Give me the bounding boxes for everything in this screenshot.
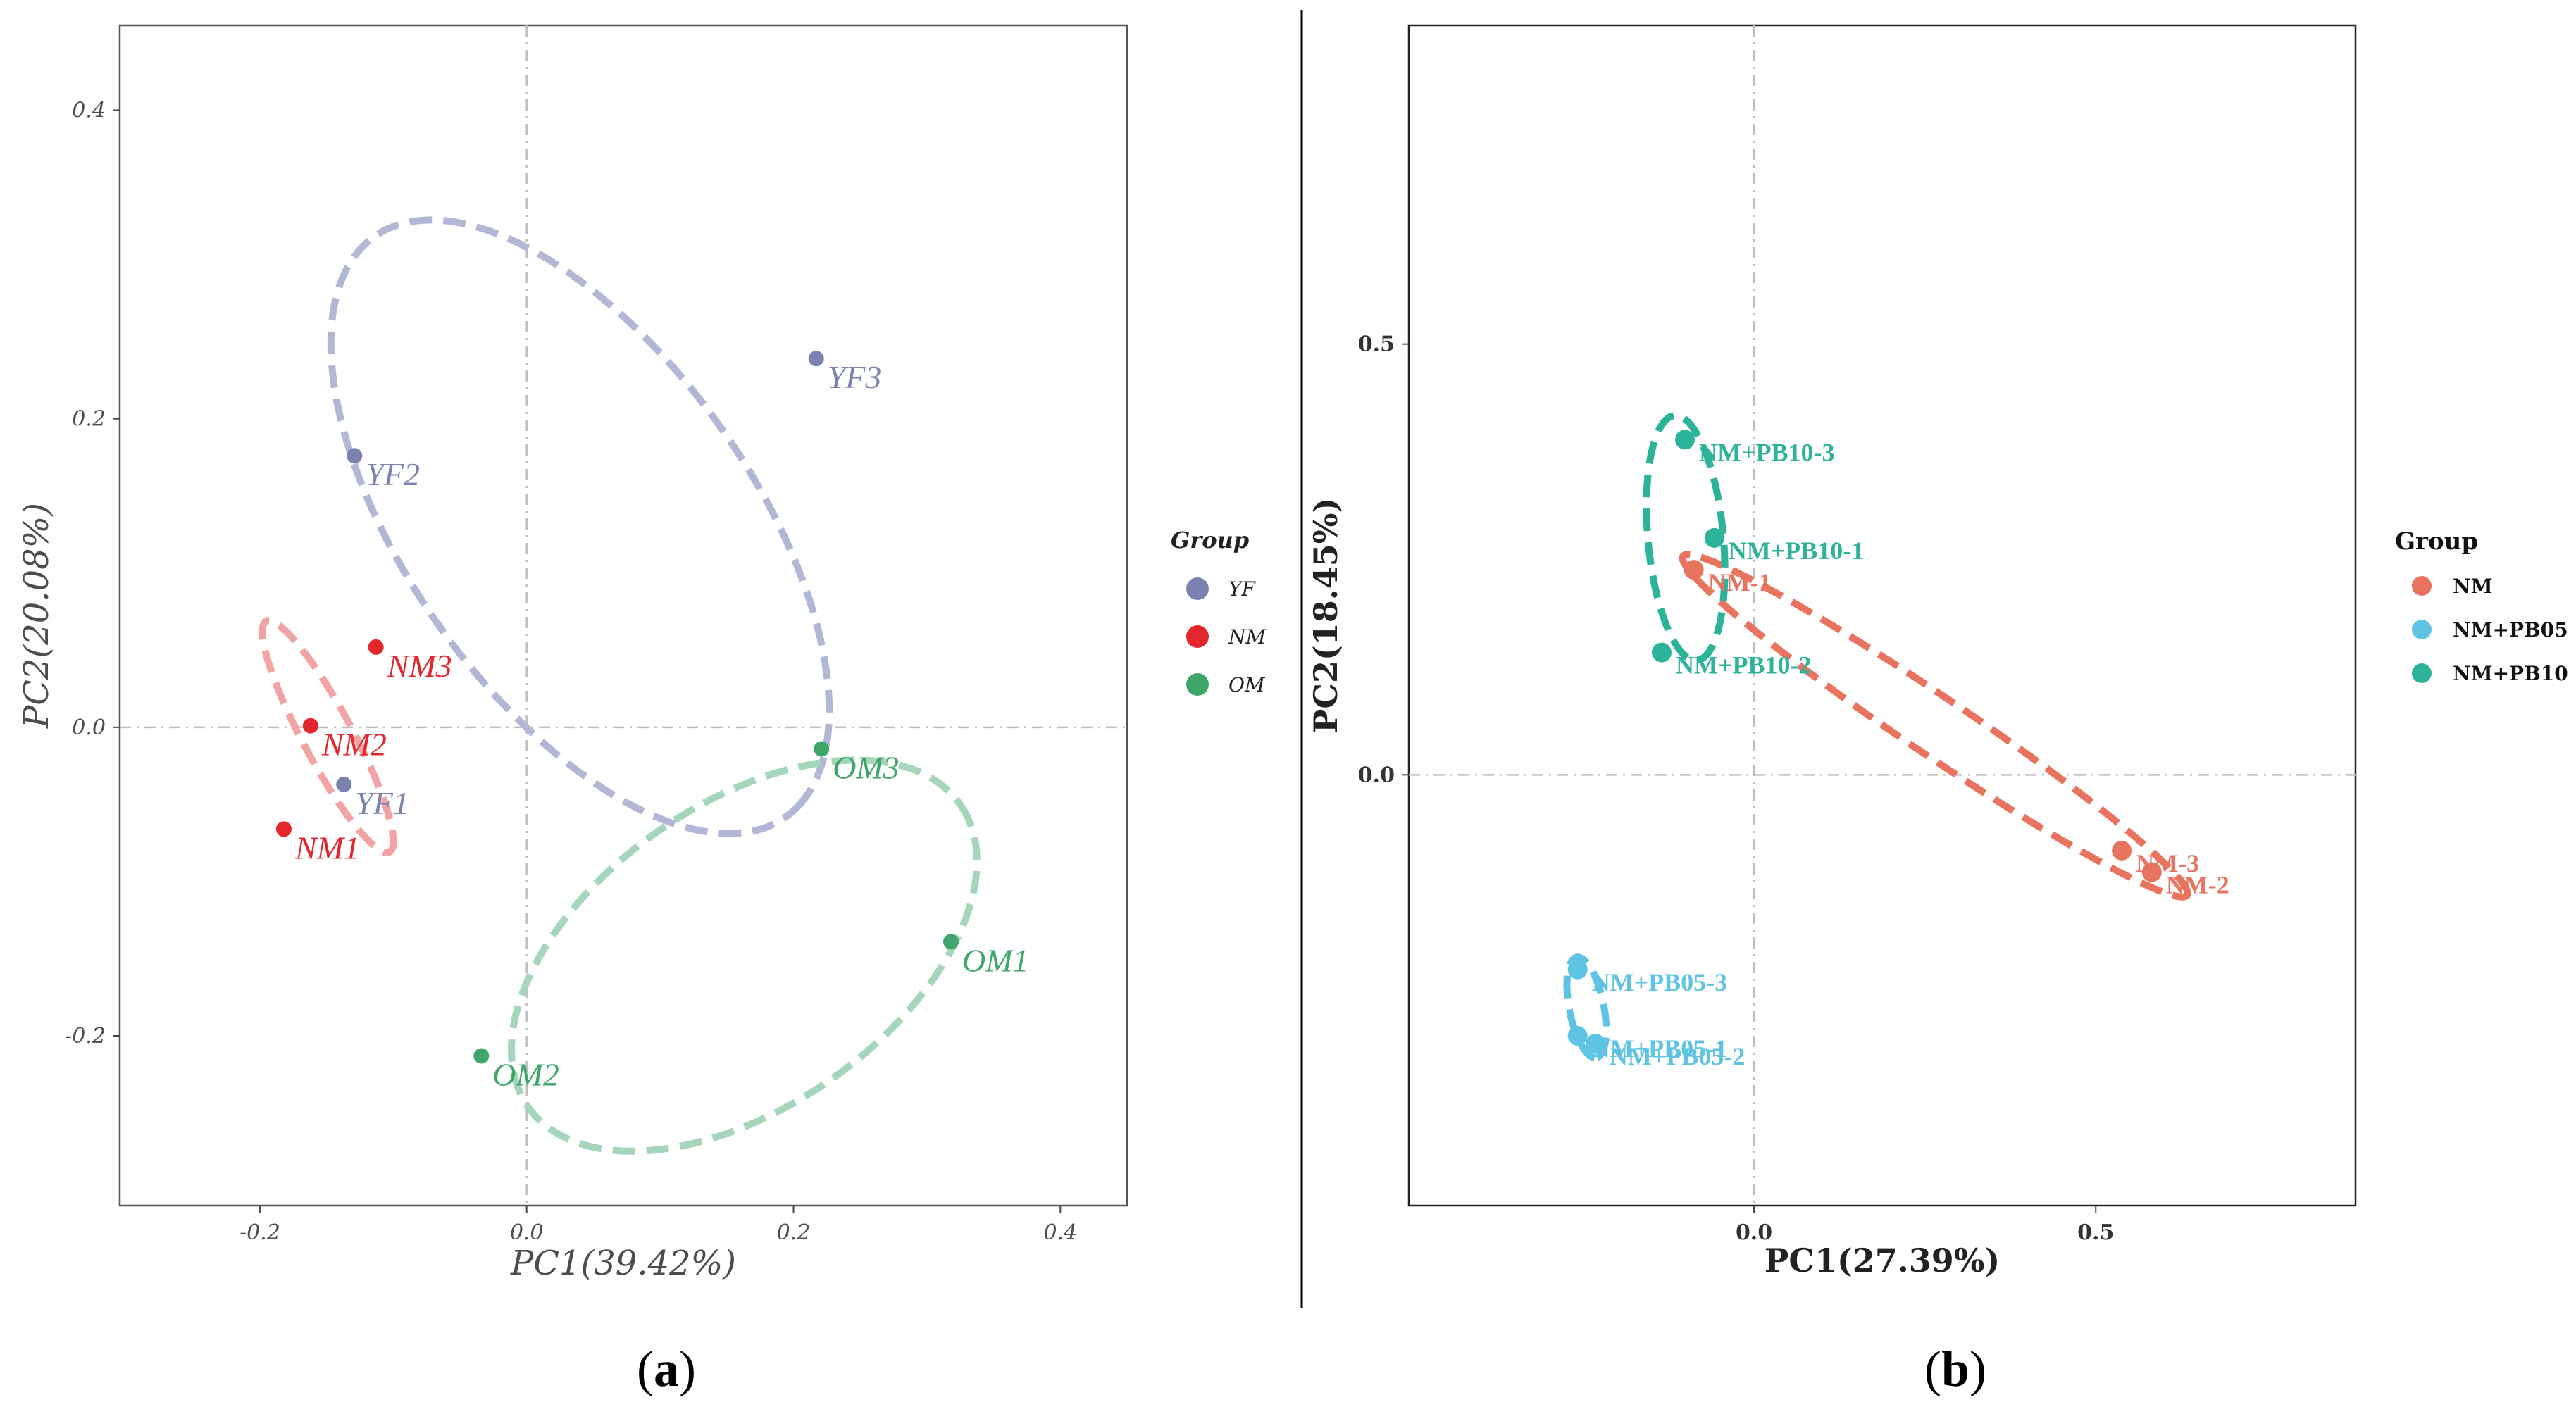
legend-marker: [2412, 576, 2432, 596]
x-tick-label: 0.4: [1043, 1220, 1077, 1245]
y-tick-label: 0.2: [72, 407, 106, 432]
y-tick-label: 0.0: [72, 715, 106, 740]
data-point-nm-pb10-1: [1704, 527, 1724, 548]
point-label: NM+PB10-3: [1699, 438, 1834, 466]
x-tick-label: -0.2: [239, 1220, 280, 1245]
data-point-nm-3: [2112, 840, 2132, 861]
data-point-om2: [473, 1048, 490, 1064]
x-axis-title: PC1(39.42%): [510, 1244, 736, 1283]
panel-a: -0.2 0.0 0.2 0.4 -0.2 0.0 0.2 0.4 PC1(39.42%) PC2…: [17, 24, 1267, 1283]
point-label: NM1: [294, 830, 360, 865]
legend-entry: NM+PB05: [2453, 618, 2568, 642]
legend-marker: [2412, 620, 2432, 639]
y-tick-label: 0.4: [72, 98, 106, 123]
plot-area: [1407, 24, 2357, 1207]
confidence-ellipse-nm: [259, 617, 397, 856]
legend-entry: OM: [1228, 673, 1266, 696]
point-label: NM+PB05-3: [1592, 968, 1727, 996]
point-label: NM+PB05-1: [1592, 1034, 1727, 1063]
legend-marker: [1186, 673, 1209, 696]
x-axis-title: PC1(27.39%): [1765, 1241, 2001, 1280]
legend-marker: [2412, 663, 2432, 683]
data-point-nm2: [302, 718, 318, 734]
point-label: OM3: [833, 750, 900, 786]
y-tick-label: -0.2: [65, 1024, 106, 1049]
panel-a-caption: (a): [637, 1341, 696, 1397]
data-point-yf1: [336, 776, 352, 792]
data-point-nm-pb05-2: [1585, 1034, 1605, 1054]
data-point-nm-pb05-1: [1567, 1025, 1588, 1046]
confidence-ellipse-nm: [1679, 551, 2191, 901]
data-point-yf2: [347, 448, 363, 464]
point-label: NM+PB10-2: [1676, 651, 1811, 680]
y-axis-title: PC2(20.08%): [17, 503, 56, 729]
confidence-ellipse-nm-pb10: [1643, 412, 1729, 664]
point-label: NM+PB05-2: [1610, 1042, 1745, 1070]
legend-title: Group: [1171, 527, 1249, 553]
y-tick-label: 0.5: [1358, 332, 1395, 357]
point-label: OM1: [962, 942, 1029, 978]
plot-area: [118, 24, 1128, 1207]
panel-b-caption: (b): [1924, 1341, 1986, 1397]
data-point-nm-pb10-3: [1675, 430, 1695, 450]
x-tick-label: 0.5: [2077, 1220, 2114, 1245]
legend-entry: YF: [1228, 577, 1256, 601]
data-point-nm-1: [1684, 560, 1704, 580]
point-label: YF3: [828, 359, 882, 395]
x-tick-label: 0.2: [777, 1220, 811, 1245]
confidence-ellipse-om: [507, 756, 981, 1155]
point-label: NM-3: [2136, 849, 2199, 877]
data-point-nm3: [368, 639, 384, 655]
y-axis-title: PC2(18.45%): [1307, 498, 1345, 734]
point-label: NM-2: [2166, 871, 2229, 899]
point-label: YF1: [355, 785, 409, 821]
point-label: NM+PB10-1: [1729, 537, 1864, 565]
panel-b: 0.0 0.5 0.0 0.5 PC1(27.39%) PC2(18.45%) NM-1 NM…: [1307, 24, 2568, 1280]
data-point-om1: [942, 934, 959, 950]
point-label: OM2: [492, 1056, 559, 1092]
data-point-yf3: [808, 351, 824, 367]
data-point-nm1: [275, 821, 292, 837]
point-label: YF2: [366, 456, 420, 492]
confidence-ellipse-nm-pb05: [1563, 953, 1610, 1062]
x-tick-label: 0.0: [1736, 1220, 1772, 1245]
data-point-nm-pb05-3: [1567, 959, 1588, 980]
legend-entry: NM+PB10: [2453, 662, 2568, 685]
legend-title: Group: [2395, 527, 2478, 556]
x-tick-label: 0.0: [510, 1220, 544, 1245]
point-label: NM-1: [1708, 568, 1772, 596]
data-point-nm-pb10-2: [1652, 642, 1672, 663]
y-tick-label: 0.0: [1358, 763, 1395, 787]
confidence-ellipse-yf: [327, 216, 833, 837]
data-point-om3: [814, 741, 830, 757]
legend-entry: NM: [1228, 625, 1267, 649]
legend-entry: NM: [2453, 575, 2493, 598]
data-point-nm-2: [2141, 862, 2162, 882]
point-label: NM3: [387, 648, 452, 684]
legend-marker: [1186, 625, 1209, 648]
point-label: NM2: [321, 727, 387, 763]
legend-marker: [1186, 577, 1209, 600]
